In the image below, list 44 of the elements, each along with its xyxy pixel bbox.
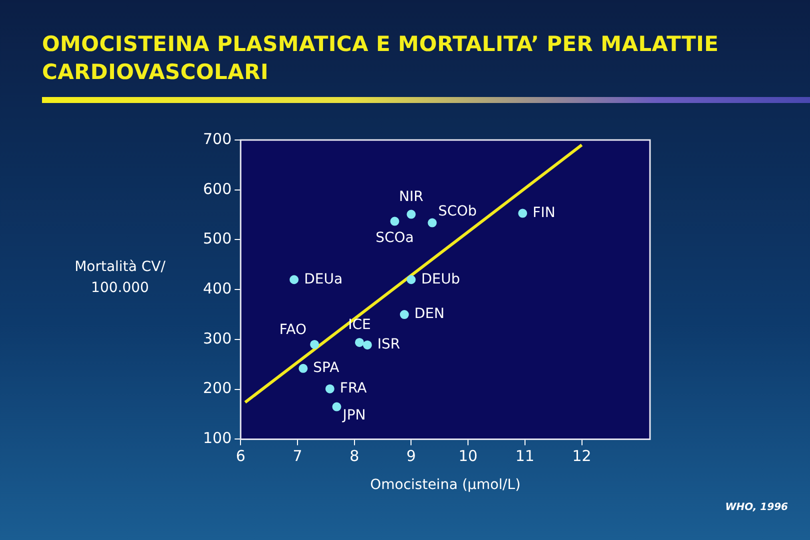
x-tick-label: 8 xyxy=(350,447,360,466)
point xyxy=(298,364,308,373)
text: WHO, 1996 xyxy=(725,502,788,513)
point xyxy=(354,338,364,347)
x-tick-label: 11 xyxy=(515,447,534,466)
annotation: ICE xyxy=(348,317,371,334)
annotation: NIR xyxy=(399,188,424,205)
chart-title: OMOCISTEINA PLASMATICA E MORTALITA’ PER MALATTIE CARDIOVASCOLARI xyxy=(42,31,720,86)
y-tick-label: 600 xyxy=(202,180,232,198)
annotation: FIN xyxy=(532,204,556,221)
y-tick-label: 700 xyxy=(202,130,232,148)
annotation: FRA xyxy=(340,380,368,396)
y-tick-label: 300 xyxy=(202,329,232,348)
y-axis-title: Mortalità CV/ 100.000 xyxy=(74,258,166,298)
annotation: SCOa xyxy=(376,230,414,246)
annotation: JPN xyxy=(342,407,366,424)
point xyxy=(406,210,416,219)
annotation: DEN xyxy=(414,306,444,322)
point xyxy=(390,216,400,226)
annotation: ISR xyxy=(377,336,400,353)
y-tick-label: 500 xyxy=(202,230,232,248)
point xyxy=(290,275,299,284)
x-tick-label: 9 xyxy=(406,447,416,466)
y-tick-label: 100 xyxy=(202,429,232,448)
point xyxy=(362,340,372,350)
y-tick-label: 400 xyxy=(202,279,232,298)
x-tick-label: 12 xyxy=(572,447,592,466)
x-tick-label: 6 xyxy=(236,447,246,466)
annotation: SCOb xyxy=(438,203,477,220)
y-tick-label: 200 xyxy=(202,379,232,398)
annotation: DEUb xyxy=(421,271,460,288)
annotation: FAO xyxy=(279,322,307,338)
point xyxy=(406,275,416,284)
point xyxy=(325,384,334,394)
x-tick-label: 10 xyxy=(458,447,478,466)
point xyxy=(332,402,342,412)
annotation: DEUa xyxy=(304,271,343,288)
point xyxy=(310,340,320,349)
point xyxy=(428,218,437,228)
point xyxy=(400,310,409,320)
annotation: SPA xyxy=(313,360,340,376)
x-axis-title: Omocisteina (μmol/L) xyxy=(370,477,521,494)
point xyxy=(518,208,528,218)
x-tick-label: 7 xyxy=(292,447,302,466)
